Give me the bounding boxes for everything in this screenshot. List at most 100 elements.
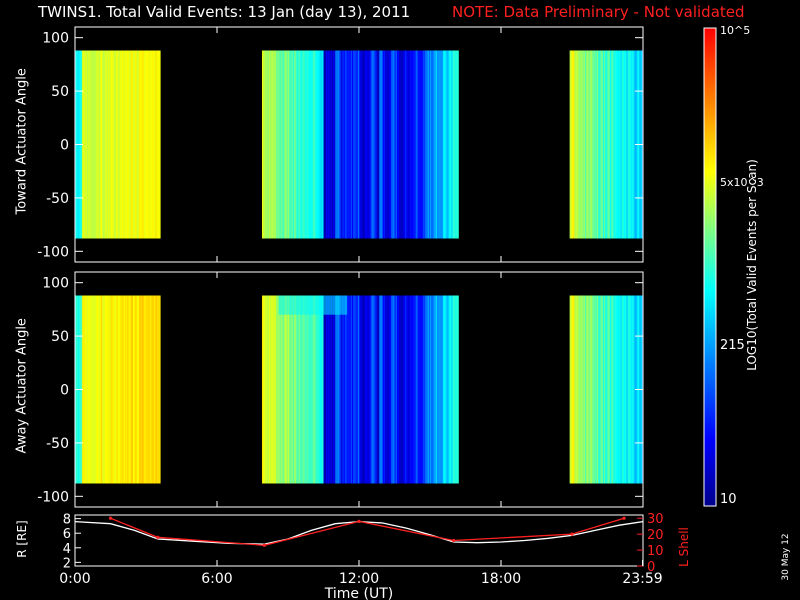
heatmap-column (266, 50, 269, 239)
heatmap-column (625, 50, 627, 239)
heatmap-column (328, 50, 330, 239)
heatmap-column (124, 50, 127, 239)
heatmap-column (331, 295, 334, 484)
heatmap-column (151, 295, 154, 484)
heatmap-column (419, 50, 421, 239)
heatmap-column (625, 295, 627, 484)
heatmap-column (92, 50, 95, 239)
heatmap-column (351, 50, 354, 239)
heatmap-column (350, 50, 353, 239)
heatmap-column (308, 50, 310, 239)
heatmap-column (321, 50, 323, 239)
heatmap-column (316, 50, 318, 239)
heatmap-column (412, 50, 414, 239)
heatmap-column (383, 295, 386, 484)
heatmap-column (400, 50, 402, 239)
heatmap-column (293, 50, 296, 239)
heatmap-column (147, 50, 149, 239)
heatmap-column (345, 295, 348, 484)
heatmap-column (303, 50, 305, 239)
heatmap-column (154, 50, 156, 239)
heatmap-column (351, 295, 354, 484)
heatmap-column (348, 50, 350, 239)
heatmap-column (299, 295, 302, 484)
heatmap-column (332, 50, 335, 239)
heatmap-column (141, 295, 143, 484)
heatmap-column (116, 50, 118, 239)
heatmap-column (572, 50, 574, 239)
heatmap-column (109, 295, 111, 484)
heatmap-column (364, 50, 367, 239)
heatmap-column (408, 50, 411, 239)
heatmap-column (369, 295, 372, 484)
heatmap-column (385, 295, 387, 484)
orbit-ylabel-left: R [RE] (15, 520, 29, 558)
heatmap-column (573, 295, 575, 484)
heatmap-column (407, 50, 410, 239)
heatmap-column (398, 50, 400, 239)
heatmap-column (297, 50, 300, 239)
heatmap-column (347, 295, 349, 484)
heatmap-column (361, 295, 363, 484)
heatmap-column (142, 295, 145, 484)
heatmap-column (104, 295, 107, 484)
heatmap-column (308, 295, 310, 484)
heatmap-column (354, 50, 356, 239)
heatmap-column (289, 50, 291, 239)
heatmap-column (589, 295, 592, 484)
heatmap-column (575, 295, 578, 484)
heatmap-column (123, 295, 126, 484)
radius-line (74, 520, 644, 545)
heatmap-column (138, 295, 141, 484)
heatmap-column (319, 295, 322, 484)
heatmap-column (415, 295, 418, 484)
heatmap-column (297, 295, 300, 484)
heatmap-column (342, 50, 345, 239)
heatmap-column (434, 295, 437, 484)
heatmap-column (446, 50, 449, 239)
heatmap-column (383, 50, 386, 239)
heatmap-column (265, 295, 268, 484)
heatmap-column (622, 50, 625, 239)
heatmap-column (457, 50, 459, 239)
heatmap-column (84, 50, 87, 239)
away-panel: 100 50 0 -50 -100 (37, 271, 644, 508)
heatmap-column (341, 50, 343, 239)
heatmap-column (402, 295, 405, 484)
heatmap-column (576, 295, 579, 484)
heatmap-column (387, 50, 389, 239)
heatmap-column (267, 295, 270, 484)
heatmap-column (334, 295, 336, 484)
heatmap-column (325, 50, 328, 239)
heatmap-column (151, 50, 154, 239)
heatmap-column (600, 295, 602, 484)
heatmap-column (632, 50, 634, 239)
heatmap-column (264, 295, 266, 484)
heatmap-column (356, 295, 359, 484)
heatmap-column (399, 50, 401, 239)
heatmap-column (583, 50, 586, 239)
heatmap-column (633, 295, 636, 484)
heatmap-column (363, 295, 366, 484)
heatmap-column (269, 50, 271, 239)
toward-panel: 100 50 0 -50 -100 (37, 26, 644, 263)
heatmap-column (109, 50, 111, 239)
heatmap-column (392, 50, 394, 239)
heatmap-column (277, 50, 279, 239)
colorbar-tick-min: 10 (720, 492, 737, 507)
heatmap-column (296, 50, 298, 239)
heatmap-column (330, 295, 333, 484)
ytick-label-right: 0 (647, 560, 655, 575)
heatmap-column (614, 50, 617, 239)
heatmap-column (575, 50, 578, 239)
ytick-label: -50 (46, 191, 69, 207)
heatmap-column (106, 50, 109, 239)
heatmap-column (570, 295, 573, 484)
heatmap-column (581, 50, 584, 239)
heatmap-column (420, 295, 423, 484)
heatmap-column (426, 295, 429, 484)
heatmap-column (453, 295, 456, 484)
ytick-label-right: 20 (647, 528, 664, 543)
heatmap-column (295, 50, 297, 239)
heatmap-column (318, 295, 321, 484)
